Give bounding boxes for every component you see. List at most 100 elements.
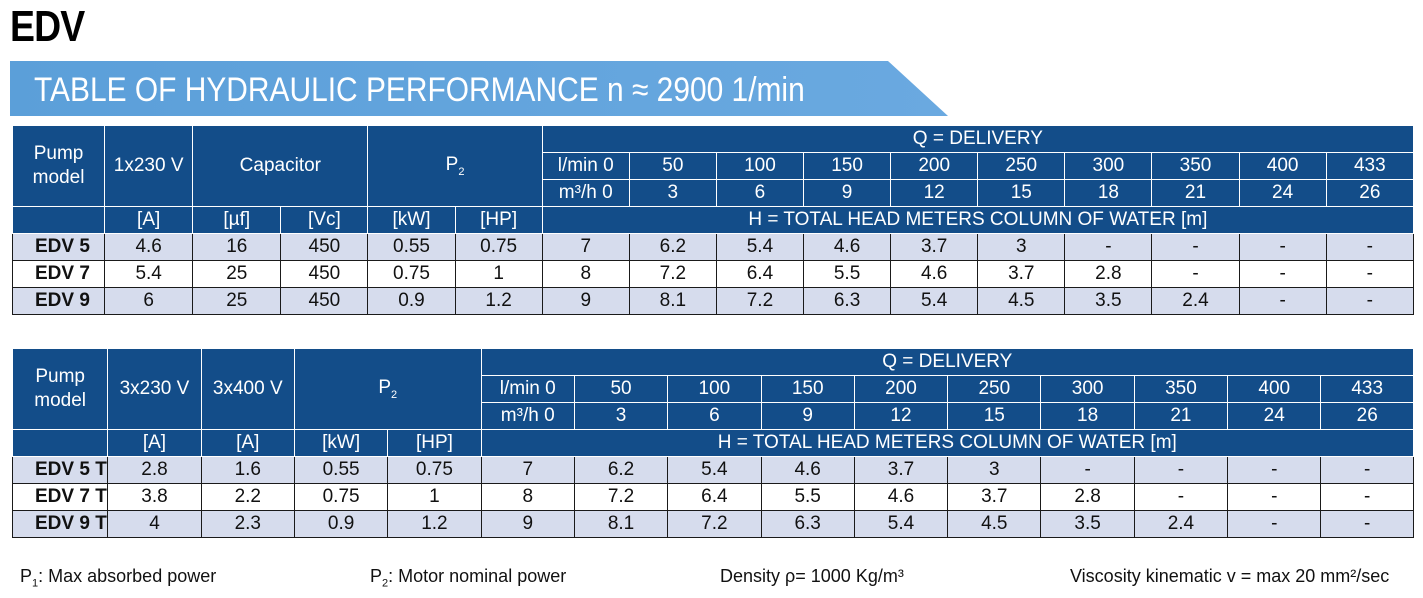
flow-cell: 50 xyxy=(573,375,669,403)
table-cell: 3.7 xyxy=(853,456,949,484)
table-row: EDV 7 5.4 25 450 0.75 1 8 7.2 6.4 5.5 4.6 3.7 2.8- - - xyxy=(11,260,1415,288)
unit-cell: [A] xyxy=(107,429,202,457)
model-cell: EDV 5 xyxy=(11,233,106,261)
unit-cell: [kW] xyxy=(293,429,389,457)
table-cell: 3.5 xyxy=(1040,510,1135,538)
voltage-header: 3x230 V xyxy=(107,348,202,430)
table-cell: - xyxy=(1238,287,1327,315)
flow-cell: 150 xyxy=(760,375,855,403)
footnote-p1: P1: Max absorbed power xyxy=(20,566,217,590)
table-cell: - xyxy=(1227,456,1322,484)
table-cell: 0.75 xyxy=(454,233,543,261)
unit-cell: [A] xyxy=(104,206,194,234)
lmin-header: l/min 0 xyxy=(541,152,630,180)
table-cell: 7.2 xyxy=(573,483,669,511)
voltage-header: 1x230 V xyxy=(104,125,194,207)
table-cell: - xyxy=(1320,483,1414,511)
model-cell: EDV 9 xyxy=(11,287,106,315)
capacitor-header: Capacitor xyxy=(192,125,369,207)
table-cell: - xyxy=(1133,483,1229,511)
table-row: EDV 7 T 3.8 2.2 0.75 1 8 7.2 6.4 5.5 4.6 3.7 2.8- - - xyxy=(11,483,1414,511)
flow-cell: 350 xyxy=(1133,375,1229,403)
table-cell: 0.75 xyxy=(293,483,389,511)
table-cell: - xyxy=(1064,233,1153,261)
footnote-viscosity: Viscosity kinematic v = max 20 mm²/sec xyxy=(1070,566,1390,586)
table-cell: 5.5 xyxy=(802,260,892,288)
table-row: EDV 9 T 4 2.3 0.9 1.2 9 8.1 7.2 6.3 5.4 4.5 3.5 2.4-… xyxy=(11,510,1414,538)
table-cell: 6.4 xyxy=(715,260,805,288)
flow-cell: 24 xyxy=(1238,179,1327,207)
table-cell: 16 xyxy=(192,233,282,261)
table1-body: EDV 5 4.6 16 450 0.55 0.75 7 6.2 5.4 4.6 3.7 3- - - - E… xyxy=(11,233,1415,315)
table-cell: 2.4 xyxy=(1133,510,1229,538)
table-cell: 5.4 xyxy=(715,233,805,261)
flow-cell: 12 xyxy=(890,179,979,207)
table-cell: 8.1 xyxy=(628,287,717,315)
table-cell: - xyxy=(1320,456,1414,484)
table-cell: 450 xyxy=(280,233,369,261)
lmin-header: l/min 0 xyxy=(480,375,575,403)
p2-header: P2 xyxy=(293,348,482,430)
delivery-header: Q = DELIVERY xyxy=(541,125,1415,153)
table-cell: - xyxy=(1151,233,1240,261)
table-cell: 8.1 xyxy=(573,510,669,538)
table-cell: - xyxy=(1151,260,1240,288)
table-cell: - xyxy=(1320,510,1414,538)
table-cell: - xyxy=(1238,233,1327,261)
table-cell: - xyxy=(1040,456,1135,484)
flow-cell: 100 xyxy=(715,152,805,180)
blank-header xyxy=(11,429,109,457)
table-cell: 0.75 xyxy=(367,260,456,288)
flow-cell: 12 xyxy=(853,402,949,430)
flow-cell: 26 xyxy=(1320,402,1414,430)
table2-body: EDV 5 T 2.8 1.6 0.55 0.75 7 6.2 5.4 4.6 3.7 3- - - - E… xyxy=(11,456,1414,538)
table-cell: 0.55 xyxy=(367,233,456,261)
table-cell: 0.9 xyxy=(293,510,389,538)
table-cell: 450 xyxy=(280,287,369,315)
unit-cell: [Vc] xyxy=(280,206,369,234)
flow-cell: 3 xyxy=(628,179,717,207)
table-cell: 5.4 xyxy=(853,510,949,538)
table-cell: 4.5 xyxy=(977,287,1066,315)
voltage-header: 3x400 V xyxy=(200,348,295,430)
flow-cell: 6 xyxy=(715,179,805,207)
flow-cell: 21 xyxy=(1151,179,1240,207)
flow-cell: 50 xyxy=(628,152,717,180)
flow-cell: 150 xyxy=(802,152,892,180)
unit-cell: [HP] xyxy=(387,429,482,457)
head-header: H = TOTAL HEAD METERS COLUMN OF WATER [m… xyxy=(541,206,1415,234)
table-cell: 7.2 xyxy=(628,260,717,288)
flow-cell: 26 xyxy=(1325,179,1415,207)
table-cell: 2.8 xyxy=(107,456,202,484)
table-cell: 2.8 xyxy=(1064,260,1153,288)
flow-cell: 9 xyxy=(760,402,855,430)
table-cell: 4.6 xyxy=(802,233,892,261)
pump-model-header: Pump model xyxy=(11,125,106,207)
unit-cell: [A] xyxy=(200,429,295,457)
flow-cell: 400 xyxy=(1227,375,1322,403)
flow-cell: 250 xyxy=(977,152,1066,180)
blank-header xyxy=(11,206,106,234)
flow-cell: 400 xyxy=(1238,152,1327,180)
unit-cell: [µf] xyxy=(192,206,282,234)
flow-cell: 24 xyxy=(1227,402,1322,430)
table-cell: 1.2 xyxy=(387,510,482,538)
table-cell: 9 xyxy=(541,287,630,315)
table-cell: 3.7 xyxy=(890,233,979,261)
flow-cell: 21 xyxy=(1133,402,1229,430)
performance-table-single-phase: Pump model 1x230 V Capacitor P2 Q = DELI… xyxy=(11,125,1415,315)
delivery-header: Q = DELIVERY xyxy=(480,348,1415,376)
table-cell: - xyxy=(1227,510,1322,538)
performance-table-three-phase: Pump model 3x230 V 3x400 V P2 Q = DELIVE… xyxy=(11,348,1415,538)
table-cell: - xyxy=(1325,233,1415,261)
flow-cell: 15 xyxy=(977,179,1066,207)
table-cell: - xyxy=(1238,260,1327,288)
model-cell: EDV 7 xyxy=(11,260,106,288)
table-cell: - xyxy=(1133,456,1229,484)
table-cell: 4.6 xyxy=(104,233,194,261)
table-cell: 7.2 xyxy=(667,510,762,538)
table-cell: 0.9 xyxy=(367,287,456,315)
flow-cell: 100 xyxy=(667,375,762,403)
table-cell: 9 xyxy=(480,510,575,538)
pump-model-header: Pump model xyxy=(11,348,109,430)
